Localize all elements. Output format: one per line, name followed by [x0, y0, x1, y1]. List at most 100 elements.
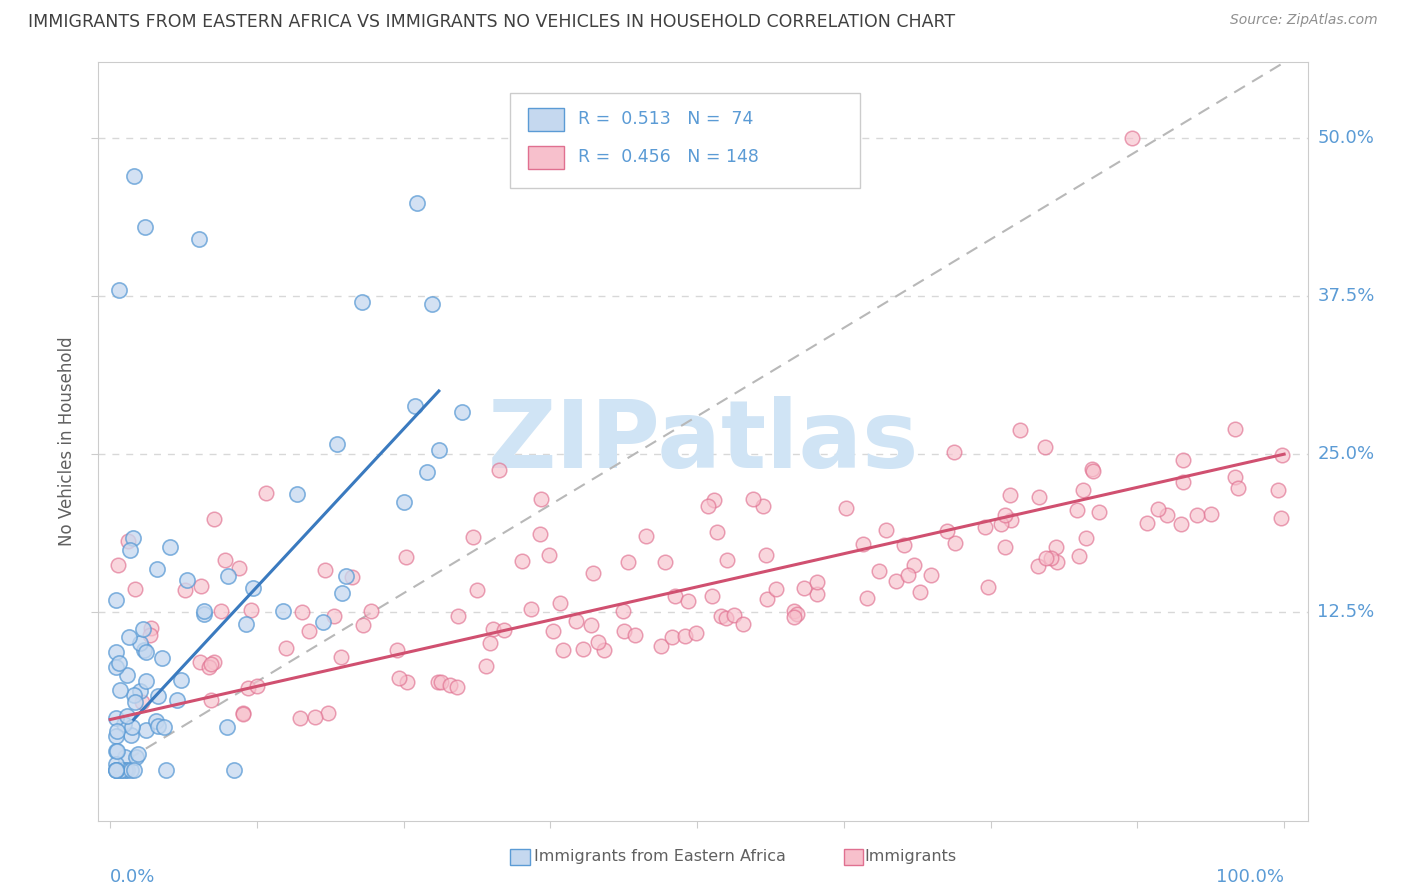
Point [903, 558, 925, 572]
Point [1270, 511, 1292, 525]
Point [193, 607, 215, 621]
Point [330, 649, 353, 664]
Point [169, 673, 191, 687]
Point [733, 617, 755, 632]
Point [138, 628, 160, 642]
Point [236, 681, 259, 695]
Point [786, 607, 808, 621]
Point [395, 549, 418, 564]
Point [360, 603, 382, 617]
Point [1081, 464, 1104, 478]
Point [235, 617, 257, 632]
Point [242, 581, 264, 595]
Point [115, 668, 138, 682]
Point [131, 622, 153, 636]
Point [134, 219, 156, 234]
Point [132, 643, 155, 657]
Point [108, 283, 131, 297]
Point [1046, 555, 1069, 569]
Point [153, 720, 176, 734]
Point [1067, 549, 1090, 563]
Text: IMMIGRANTS FROM EASTERN AFRICA VS IMMIGRANTS NO VEHICLES IN HOUSEHOLD CORRELATIO: IMMIGRANTS FROM EASTERN AFRICA VS IMMIGR… [28, 13, 955, 31]
Point [120, 763, 142, 777]
Point [553, 642, 575, 657]
Point [105, 730, 128, 744]
Point [755, 591, 778, 606]
Point [188, 655, 211, 669]
Point [135, 674, 157, 689]
Point [110, 763, 132, 777]
Point [322, 609, 344, 624]
Point [198, 660, 221, 674]
Point [868, 565, 890, 579]
Point [114, 763, 136, 777]
Point [388, 671, 411, 685]
Point [135, 723, 157, 737]
Text: 100.0%: 100.0% [1216, 868, 1284, 886]
Point [107, 558, 129, 572]
Point [120, 728, 142, 742]
Point [335, 569, 357, 583]
Point [271, 604, 294, 618]
Point [1136, 516, 1159, 530]
Point [131, 695, 153, 709]
Point [1045, 540, 1067, 554]
Point [994, 540, 1017, 554]
Text: 12.5%: 12.5% [1317, 603, 1375, 621]
Point [200, 692, 222, 706]
Point [943, 536, 966, 550]
Point [415, 465, 437, 479]
Point [105, 744, 128, 758]
Point [664, 590, 686, 604]
Point [105, 711, 128, 725]
Point [1226, 481, 1249, 495]
Point [396, 674, 419, 689]
Point [318, 706, 340, 720]
Point [439, 678, 461, 692]
Point [593, 643, 616, 657]
Point [105, 763, 128, 777]
Point [214, 553, 236, 567]
Text: R =  0.456   N = 148: R = 0.456 N = 148 [578, 148, 759, 166]
Point [974, 520, 997, 534]
Point [634, 529, 657, 543]
Point [492, 623, 515, 637]
Point [115, 708, 138, 723]
Text: Source: ZipAtlas.com: Source: ZipAtlas.com [1230, 13, 1378, 28]
Point [150, 651, 173, 665]
Point [105, 645, 128, 659]
Point [714, 611, 737, 625]
Point [110, 682, 132, 697]
Point [202, 655, 225, 669]
Text: Immigrants from Eastern Africa: Immigrants from Eastern Africa [534, 849, 786, 863]
Point [190, 580, 212, 594]
Point [426, 674, 449, 689]
Point [155, 763, 177, 777]
Point [291, 605, 314, 619]
Point [404, 399, 426, 413]
Point [232, 706, 254, 721]
Point [612, 604, 634, 618]
Point [742, 491, 765, 506]
Point [703, 492, 725, 507]
Point [202, 512, 225, 526]
Point [541, 624, 564, 639]
Point [1225, 422, 1247, 436]
Point [117, 534, 139, 549]
Point [200, 657, 222, 671]
Point [479, 636, 502, 650]
Point [430, 674, 453, 689]
Point [1185, 508, 1208, 522]
Point [1000, 513, 1022, 527]
Point [935, 524, 957, 539]
Point [1199, 507, 1222, 521]
Point [1171, 475, 1194, 490]
Point [884, 574, 907, 588]
Bar [527, 145, 564, 169]
Point [673, 629, 696, 643]
Point [447, 609, 470, 624]
Text: 50.0%: 50.0% [1317, 129, 1374, 147]
Point [856, 591, 879, 606]
Point [835, 500, 858, 515]
Point [564, 614, 586, 628]
